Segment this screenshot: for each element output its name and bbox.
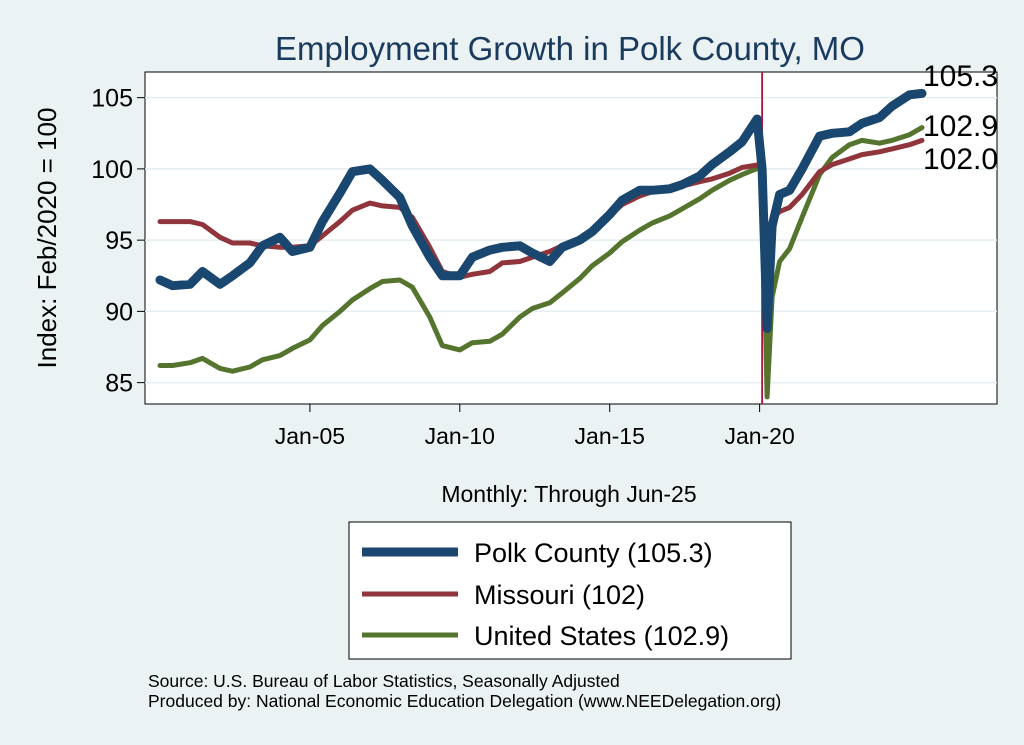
legend-label: Polk County (105.3)	[474, 538, 713, 568]
source-line: Source: U.S. Bureau of Labor Statistics,…	[148, 671, 620, 691]
y-tick-label: 85	[105, 370, 133, 398]
y-axis: 85 90 95 100 105	[91, 85, 145, 398]
x-axis: Jan-05 Jan-10 Jan-15 Jan-20	[275, 404, 795, 449]
series-lines	[155, 88, 927, 400]
x-tick-label: Jan-05	[275, 423, 345, 449]
y-tick-label: 90	[105, 298, 133, 326]
legend-label: United States (102.9)	[474, 621, 729, 651]
series-line-2	[157, 125, 925, 400]
series-line-0	[155, 88, 927, 333]
chart-title: Employment Growth in Polk County, MO	[275, 30, 865, 67]
y-tick-label: 95	[105, 227, 133, 255]
legend: Polk County (105.3) Missouri (102) United …	[362, 538, 729, 651]
source-note: Source: U.S. Bureau of Labor Statistics,…	[148, 671, 781, 711]
x-tick-label: Jan-10	[425, 423, 495, 449]
x-tick-label: Jan-15	[575, 423, 645, 449]
produced-by-line: Produced by: National Economic Education…	[148, 691, 782, 711]
x-tick-label: Jan-20	[724, 423, 794, 449]
end-label: 102.0	[923, 143, 998, 176]
y-tick-label: 100	[91, 156, 133, 184]
y-tick-label: 105	[91, 85, 133, 113]
end-label: 105.3	[923, 60, 998, 93]
legend-label: Missouri (102)	[474, 580, 645, 610]
end-label: 102.9	[923, 110, 998, 143]
y-axis-title: Index: Feb/2020 = 100	[32, 108, 62, 369]
x-axis-title: Monthly: Through Jun-25	[441, 481, 696, 507]
